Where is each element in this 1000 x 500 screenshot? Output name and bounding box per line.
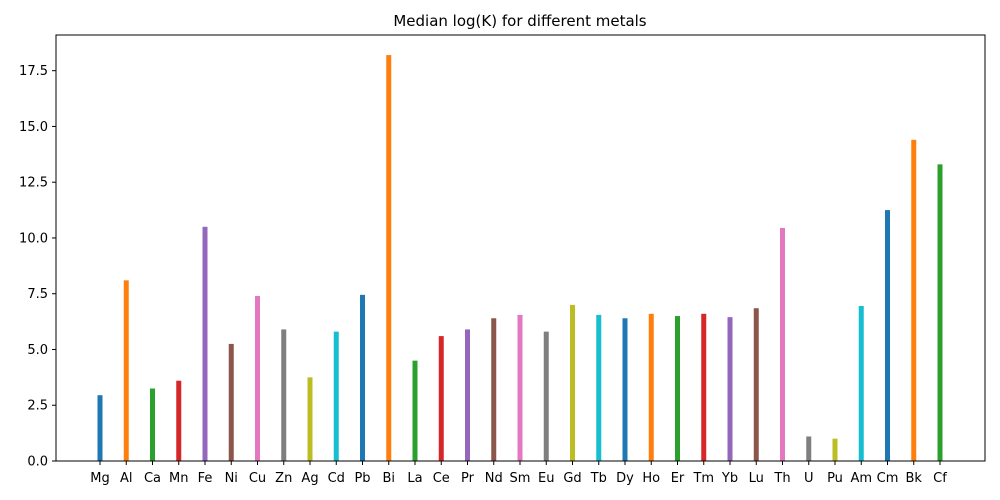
- bar-pr: [465, 329, 470, 461]
- bar-mn: [176, 380, 182, 461]
- bar-am: [858, 305, 864, 461]
- x-tick-label-ni: Ni: [225, 471, 238, 486]
- x-tick-label-pr: Pr: [461, 471, 475, 486]
- bar-ho: [648, 313, 654, 461]
- x-tick-label-u: U: [804, 471, 814, 486]
- bar-er: [675, 316, 680, 461]
- y-tick-label-4: 10.0: [19, 231, 48, 246]
- bar-cm: [885, 210, 890, 461]
- bar-pb: [360, 294, 365, 461]
- x-tick-label-cf: Cf: [933, 471, 947, 486]
- x-tick-label-cm: Cm: [877, 471, 899, 486]
- bar-eu: [543, 331, 549, 461]
- x-tick-label-mn: Mn: [169, 471, 188, 486]
- bar-th: [780, 227, 785, 461]
- bar-tm: [701, 313, 707, 461]
- x-tick-label-th: Th: [773, 471, 790, 486]
- bar-lu: [753, 308, 759, 461]
- y-tick-label-7: 17.5: [19, 64, 48, 79]
- x-tick-label-lu: Lu: [749, 471, 764, 486]
- x-tick-label-mg: Mg: [90, 471, 109, 486]
- x-tick-label-ce: Ce: [433, 471, 450, 486]
- bar-bk: [911, 139, 917, 461]
- x-tick-label-pu: Pu: [827, 471, 843, 486]
- x-tick-label-tb: Tb: [590, 471, 607, 486]
- plot-frame: [55, 34, 986, 462]
- x-tick-label-al: Al: [120, 471, 133, 486]
- y-tick-label-3: 7.5: [27, 287, 48, 302]
- bar-pu: [832, 438, 838, 461]
- bar-cd: [333, 331, 339, 461]
- x-tick-label-er: Er: [671, 471, 685, 486]
- bar-dy: [622, 318, 628, 461]
- bars-group: [97, 55, 943, 462]
- x-tick-label-ho: Ho: [642, 471, 660, 486]
- bar-cu: [255, 295, 260, 461]
- x-tick-label-tm: Tm: [692, 471, 714, 486]
- bar-mg: [97, 395, 103, 461]
- x-tick-label-dy: Dy: [616, 471, 634, 486]
- chart-title: Median log(K) for different metals: [393, 12, 646, 30]
- x-tick-label-bi: Bi: [382, 471, 395, 486]
- bar-cf: [937, 164, 943, 462]
- y-tick-label-0: 0.0: [27, 455, 48, 470]
- bar-ni: [228, 343, 234, 461]
- bar-ce: [438, 336, 444, 461]
- y-tick-label-2: 5.0: [27, 343, 48, 358]
- bar-yb: [727, 317, 733, 461]
- x-tick-label-yb: Yb: [721, 471, 738, 486]
- x-tick-label-sm: Sm: [510, 471, 531, 486]
- bar-la: [412, 360, 418, 461]
- x-tick-label-nd: Nd: [485, 471, 503, 486]
- bar-u: [806, 436, 812, 461]
- x-tick-label-zn: Zn: [275, 471, 292, 486]
- bar-sm: [517, 314, 523, 461]
- x-tick-label-bk: Bk: [906, 471, 923, 486]
- y-tick-label-5: 12.5: [19, 176, 48, 191]
- bar-tb: [596, 314, 602, 461]
- x-tick-label-am: Am: [850, 471, 872, 486]
- y-axis: 0.0 2.5 5.0 7.5 10.0 12.5 15.0 17.5: [19, 64, 56, 470]
- y-tick-label-6: 15.0: [19, 120, 48, 135]
- x-tick-label-ag: Ag: [301, 471, 318, 486]
- bar-ag: [307, 377, 313, 461]
- bar-gd: [570, 304, 575, 461]
- x-tick-label-fe: Fe: [198, 471, 213, 486]
- bar-ca: [150, 388, 155, 461]
- x-tick-label-cu: Cu: [249, 471, 266, 486]
- y-tick-label-1: 2.5: [27, 399, 48, 414]
- bar-al: [123, 280, 129, 461]
- bar-zn: [281, 329, 287, 461]
- x-tick-label-eu: Eu: [538, 471, 554, 486]
- x-tick-label-cd: Cd: [328, 471, 345, 486]
- x-tick-label-ca: Ca: [144, 471, 161, 486]
- bar-bi: [386, 55, 392, 461]
- bar-nd: [491, 318, 497, 461]
- x-tick-label-la: La: [407, 471, 422, 486]
- x-tick-label-pb: Pb: [354, 471, 370, 486]
- bar-fe: [202, 226, 208, 461]
- x-axis: Mg Al Ca Mn Fe Ni Cu Zn Ag Cd Pb Bi La Ce Pr Nd Sm Eu Gd Tb…: [90, 461, 947, 486]
- x-tick-label-gd: Gd: [563, 471, 581, 486]
